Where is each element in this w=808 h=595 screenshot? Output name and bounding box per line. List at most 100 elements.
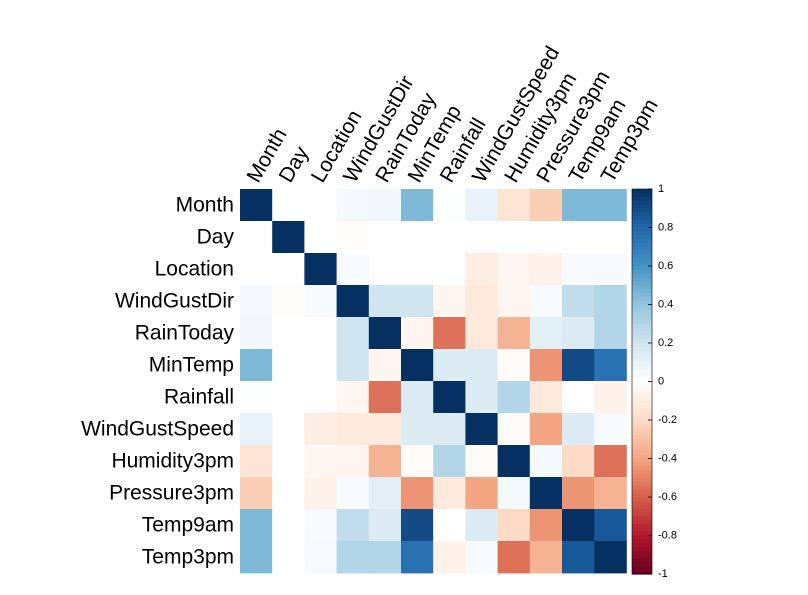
heatmap-cell <box>594 381 627 414</box>
heatmap-cell <box>594 477 627 510</box>
colorbar-segment <box>632 273 652 279</box>
colorbar-segment <box>632 227 652 232</box>
colorbar-tick-label: 0.8 <box>658 222 673 234</box>
row-label: Humidity3pm <box>111 450 234 473</box>
heatmap-cell <box>401 541 434 574</box>
heatmap-cell <box>497 317 531 350</box>
heatmap-cell <box>368 221 402 254</box>
heatmap-cell <box>240 509 273 542</box>
heatmap-cell <box>465 253 498 286</box>
colorbar-segment <box>632 219 652 225</box>
heatmap-cell <box>401 317 434 350</box>
heatmap-cell <box>497 285 531 318</box>
heatmap-cell <box>594 317 627 350</box>
colorbar-segment <box>632 196 652 202</box>
heatmap-cell <box>272 541 305 574</box>
colorbar-segment <box>632 200 652 205</box>
colorbar-segment <box>632 439 652 444</box>
heatmap-cell <box>368 317 402 350</box>
colorbar-segment <box>632 539 652 544</box>
colorbar-segment <box>632 450 652 456</box>
heatmap-cell <box>240 413 273 446</box>
heatmap-cell <box>562 381 595 414</box>
colorbar-segment <box>632 277 652 282</box>
colorbar-segment <box>632 543 652 548</box>
heatmap-cell <box>562 189 595 222</box>
heatmap-cell <box>594 541 627 574</box>
heatmap-cell <box>304 413 337 446</box>
heatmap-cell <box>272 189 305 222</box>
colorbar-segment <box>632 350 652 356</box>
heatmap-cell <box>240 285 273 318</box>
heatmap-cell <box>304 285 337 318</box>
heatmap-cell <box>272 221 305 254</box>
colorbar-segment <box>632 254 652 259</box>
heatmap-cell <box>336 253 370 286</box>
colorbar-segment <box>632 431 652 436</box>
heatmap-cell <box>368 509 402 542</box>
colorbar-segment <box>632 481 652 487</box>
colorbar-tick-label: -0.8 <box>658 530 677 542</box>
colorbar-segment <box>632 369 652 375</box>
heatmap-cell <box>368 285 402 318</box>
colorbar-segment <box>632 266 652 271</box>
heatmap-cell <box>497 349 531 382</box>
heatmap-cell <box>272 317 305 350</box>
colorbar-segment <box>632 189 652 194</box>
colorbar-segment <box>632 308 652 313</box>
colorbar-tick-label: 0 <box>658 376 664 388</box>
row-label: WindGustSpeed <box>81 418 234 441</box>
colorbar-segment <box>632 493 652 498</box>
heatmap-cell <box>529 477 563 510</box>
colorbar-segment <box>632 377 652 383</box>
colorbar-segment <box>632 223 652 229</box>
heatmap-cell <box>433 413 466 446</box>
heatmap-cell <box>529 253 563 286</box>
heatmap-cell <box>336 445 370 478</box>
row-labels: Month Day Location WindGustDir RainToday MinT… <box>81 194 234 569</box>
colorbar-segment <box>632 242 652 248</box>
heatmap-cell <box>272 253 305 286</box>
colorbar-segment <box>632 466 652 471</box>
heatmap-cell <box>304 253 337 286</box>
heatmap-cell <box>336 541 370 574</box>
colorbar-segment <box>632 246 652 252</box>
colorbar-segment <box>632 269 652 275</box>
heatmap-cell <box>433 445 466 478</box>
colorbar-segment <box>632 343 652 348</box>
colorbar-segment <box>632 239 652 244</box>
heatmap-cell <box>529 221 563 254</box>
heatmap-cell <box>497 189 531 222</box>
colorbar-segment <box>632 204 652 209</box>
colorbar-segment <box>632 550 652 556</box>
heatmap-cell <box>401 221 434 254</box>
heatmap-cell <box>594 349 627 382</box>
heatmap-cell <box>562 221 595 254</box>
heatmap-cell <box>368 381 402 414</box>
row-label: Month <box>176 194 234 217</box>
colorbar-segment <box>632 558 652 564</box>
heatmap-cell <box>304 381 337 414</box>
heatmap-cell <box>304 509 337 542</box>
heatmap-cell <box>497 509 531 542</box>
heatmap-cell <box>465 189 498 222</box>
heatmap-cell <box>497 541 531 574</box>
heatmap-cell <box>401 349 434 382</box>
heatmap-cells <box>240 189 627 574</box>
colorbar-segment <box>632 531 652 537</box>
heatmap-cell <box>336 221 370 254</box>
colorbar-segment <box>632 508 652 513</box>
heatmap-cell <box>304 541 337 574</box>
colorbar-segment <box>632 446 652 452</box>
heatmap-cell <box>465 221 498 254</box>
heatmap-cell <box>433 285 466 318</box>
heatmap-cell <box>465 285 498 318</box>
heatmap-cell <box>465 541 498 574</box>
colorbar-segment <box>632 292 652 298</box>
colorbar-segment <box>632 296 652 302</box>
row-label: WindGustDir <box>115 290 234 313</box>
heatmap-cell <box>433 221 466 254</box>
colorbar-segment <box>632 562 652 567</box>
heatmap-cell <box>465 317 498 350</box>
heatmap-cell <box>529 413 563 446</box>
